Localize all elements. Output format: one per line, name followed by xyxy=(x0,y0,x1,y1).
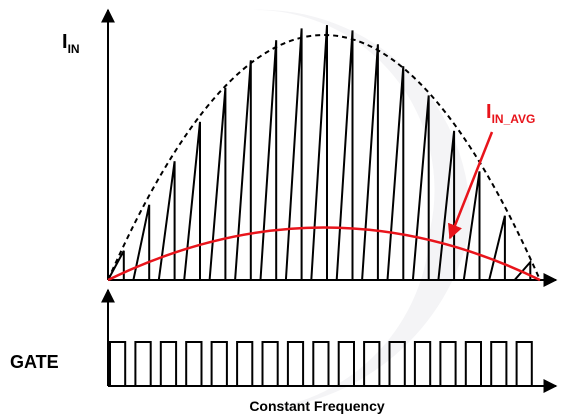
watermark-swoosh xyxy=(250,9,471,410)
current-sawtooth xyxy=(107,25,540,281)
average-pointer-arrow xyxy=(448,131,494,240)
current-pulses xyxy=(107,25,540,281)
y-axis-label: IIN xyxy=(62,31,80,56)
caption: Constant Frequency xyxy=(249,398,385,414)
gate-pulse-train xyxy=(108,341,540,387)
peak-envelope xyxy=(107,34,541,281)
average-current-curve xyxy=(107,226,541,282)
gate-label: GATE xyxy=(10,352,59,372)
average-label: IIN_AVG xyxy=(486,101,535,126)
